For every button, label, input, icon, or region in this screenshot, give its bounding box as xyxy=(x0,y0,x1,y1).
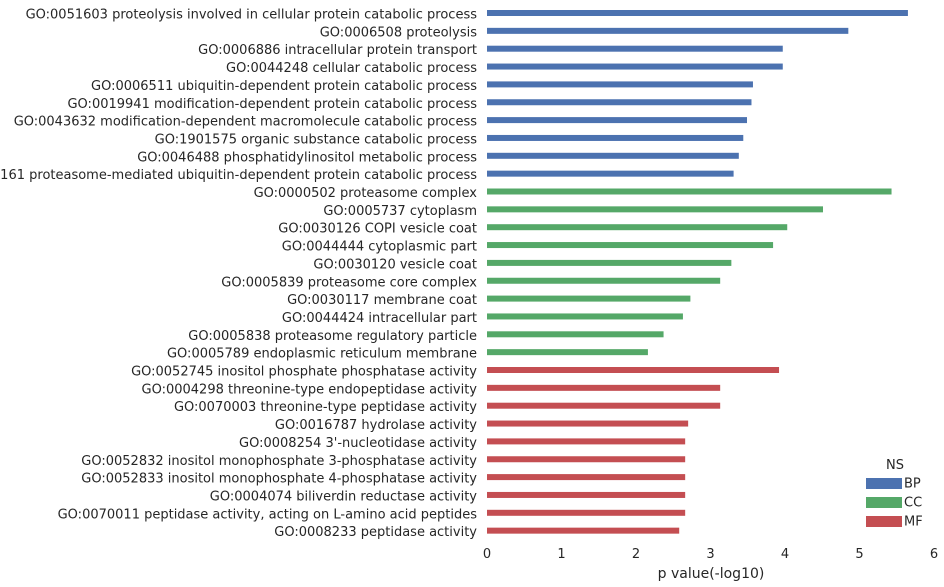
bar-mf xyxy=(487,384,721,391)
legend: NS BP CC MF xyxy=(866,458,923,530)
category-label: GO:0016787 hydrolase activity xyxy=(275,418,477,433)
category-label: GO:0008254 3'-nucleotidase activity xyxy=(239,436,477,451)
bar-cc xyxy=(487,313,683,320)
category-label: GO:0030117 membrane coat xyxy=(287,293,477,308)
bar-cc xyxy=(487,331,664,338)
category-label: GO:0043632 modification-dependent macrom… xyxy=(14,115,478,130)
x-axis-title: p value(-log10) xyxy=(658,566,765,582)
bar-cc xyxy=(487,242,774,249)
category-label: GO:0030120 vesicle coat xyxy=(313,257,477,272)
category-label: GO:0070003 threonine-type peptidase acti… xyxy=(174,400,477,415)
bar-mf xyxy=(487,438,686,445)
category-label: GO:0004298 threonine-type endopeptidase … xyxy=(142,382,478,397)
bar-bp xyxy=(487,99,752,106)
legend-swatch-cc xyxy=(866,497,902,508)
category-label: GO:0051603 proteolysis involved in cellu… xyxy=(26,8,478,23)
category-label: GO:0004074 biliverdin reductase activity xyxy=(210,489,478,504)
category-label: GO:0030126 COPI vesicle coat xyxy=(278,222,477,237)
legend-label-mf: MF xyxy=(904,515,923,530)
bar-cc xyxy=(487,206,823,213)
bar-bp xyxy=(487,63,783,70)
category-label: GO:0005737 cytoplasm xyxy=(323,204,477,219)
category-label: GO:0005838 proteasome regulatory particl… xyxy=(188,329,477,344)
category-label: GO:0046488 phosphatidylinositol metaboli… xyxy=(137,150,477,165)
category-label: GO:0008233 peptidase activity xyxy=(274,525,477,540)
category-label: GO:0019941 modification-dependent protei… xyxy=(67,97,477,112)
category-label: GO:0044424 intracellular part xyxy=(282,311,477,326)
bar-bp xyxy=(487,117,748,124)
bar-bp xyxy=(487,10,908,16)
x-tick-label: 1 xyxy=(557,547,565,562)
bar-bp xyxy=(487,152,739,159)
x-tick-label: 0 xyxy=(483,547,491,562)
bar-mf xyxy=(487,456,686,463)
category-labels: GO:0051603 proteolysis involved in cellu… xyxy=(0,8,477,541)
x-tick-label: 5 xyxy=(855,547,863,562)
bar-cc xyxy=(487,188,892,195)
legend-swatch-bp xyxy=(866,478,902,489)
x-tick-label: 3 xyxy=(706,547,714,562)
category-label: GO:0070011 peptidase activity, acting on… xyxy=(58,507,478,522)
legend-title: NS xyxy=(886,458,904,473)
category-label: GO:0005789 endoplasmic reticulum membran… xyxy=(167,347,477,362)
category-label: GO:0052833 inositol monophosphate 4-phos… xyxy=(81,472,477,487)
bar-bp xyxy=(487,134,744,141)
x-tick-label: 4 xyxy=(781,547,789,562)
category-label: GO:0043161 proteasome-mediated ubiquitin… xyxy=(0,168,477,183)
category-label: GO:0044444 cytoplasmic part xyxy=(282,240,477,255)
bar-mf xyxy=(487,491,686,498)
category-label: GO:0006508 proteolysis xyxy=(320,25,477,40)
category-label: GO:0000502 proteasome complex xyxy=(254,186,478,201)
legend-label-bp: BP xyxy=(904,477,921,492)
bar-cc xyxy=(487,349,648,356)
legend-label-cc: CC xyxy=(904,496,922,511)
bar-mf xyxy=(487,367,780,373)
category-label: GO:0052832 inositol monophosphate 3-phos… xyxy=(81,454,477,469)
bar-bp xyxy=(487,170,734,177)
category-label: GO:0006511 ubiquitin-dependent protein c… xyxy=(91,79,477,94)
bar-cc xyxy=(487,224,788,231)
bar-mf xyxy=(487,527,680,534)
x-tick-label: 6 xyxy=(930,547,938,562)
bar-mf xyxy=(487,509,686,516)
category-label: GO:0052745 inositol phosphate phosphatas… xyxy=(131,365,477,380)
bar-mf xyxy=(487,420,689,427)
bar-cc xyxy=(487,277,721,284)
category-label: GO:0044248 cellular catabolic process xyxy=(226,61,477,76)
legend-swatch-mf xyxy=(866,516,902,527)
category-label: GO:1901575 organic substance catabolic p… xyxy=(155,132,478,147)
x-tick-label: 2 xyxy=(632,547,640,562)
bar-cc xyxy=(487,295,691,302)
category-label: GO:0005839 proteasome core complex xyxy=(221,275,477,290)
bar-cc xyxy=(487,259,732,266)
category-label: GO:0006886 intracellular protein transpo… xyxy=(198,43,477,58)
bar-bp xyxy=(487,27,849,34)
bar-bp xyxy=(487,81,753,88)
bar-bp xyxy=(487,45,783,52)
bar-mf xyxy=(487,474,686,481)
bar-mf xyxy=(487,402,721,409)
x-axis: 0 1 2 3 4 5 6 xyxy=(483,547,938,562)
bars-layer xyxy=(487,10,908,534)
